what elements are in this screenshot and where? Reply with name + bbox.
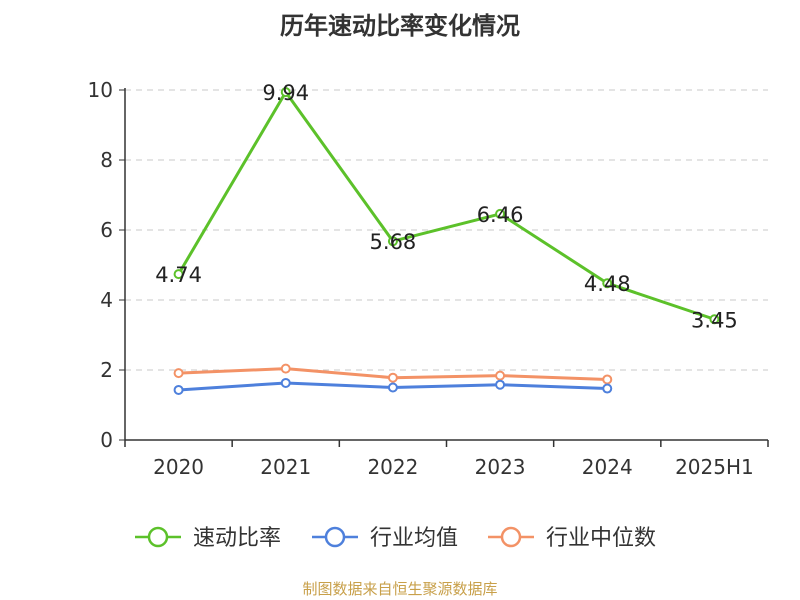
y-tick-label: 4: [100, 288, 113, 312]
legend-item-1[interactable]: 行业均值: [312, 526, 458, 551]
data-point: [495, 208, 506, 219]
data-point: [602, 383, 613, 394]
x-tick-label: 2025H1: [675, 455, 754, 479]
x-tick-label: 2020: [153, 455, 204, 479]
data-label: 5.68: [370, 230, 417, 254]
data-point: [602, 374, 613, 385]
legend-marker: [324, 526, 346, 548]
y-tick-label: 2: [100, 358, 113, 382]
data-point: [495, 379, 506, 390]
data-label: 3.45: [691, 308, 738, 332]
data-label: 9.94: [262, 81, 309, 105]
data-point: [173, 384, 184, 395]
chart-title: 历年速动比率变化情况: [280, 12, 520, 40]
data-point: [495, 370, 506, 381]
data-label: 6.46: [477, 203, 524, 227]
x-tick-label: 2023: [475, 455, 526, 479]
data-label: 4.48: [584, 272, 631, 296]
y-tick-label: 0: [100, 428, 113, 452]
source-note: 制图数据来自恒生聚源数据库: [302, 580, 498, 598]
legend-label: 速动比率: [193, 526, 281, 551]
x-tick-label: 2021: [260, 455, 311, 479]
data-point: [280, 87, 291, 98]
data-label: 4.74: [155, 263, 202, 287]
series-line-0: [177, 90, 715, 321]
data-point: [709, 314, 720, 325]
x-tick-label: 2024: [582, 455, 633, 479]
data-point: [387, 382, 398, 393]
y-tick-label: 10: [88, 78, 113, 102]
data-point: [173, 368, 184, 379]
data-point: [173, 269, 184, 280]
data-labels: 4.74 9.94 5.68 6.46 4.48 3.45: [155, 81, 738, 332]
data-point: [280, 377, 291, 388]
y-tick-label: 8: [100, 148, 113, 172]
y-tick-label: 6: [100, 218, 113, 242]
axes: 0 2 4 6 8 10 2020 2021 2022 2023 2024 2025H1: [88, 78, 769, 479]
legend-item-2[interactable]: 行业中位数: [488, 526, 656, 551]
legend-marker: [147, 526, 169, 548]
data-point: [602, 278, 613, 289]
data-point: [387, 372, 398, 383]
series: [173, 87, 720, 395]
x-tick-label: 2022: [367, 455, 418, 479]
data-point: [387, 236, 398, 247]
legend-item-0[interactable]: 速动比率: [135, 526, 281, 551]
legend: 速动比率 行业均值 行业中位数: [135, 526, 656, 551]
legend-label: 行业均值: [370, 526, 458, 551]
grid-lines: [125, 89, 768, 371]
data-point: [280, 363, 291, 374]
legend-marker: [500, 526, 522, 548]
legend-label: 行业中位数: [546, 526, 656, 551]
